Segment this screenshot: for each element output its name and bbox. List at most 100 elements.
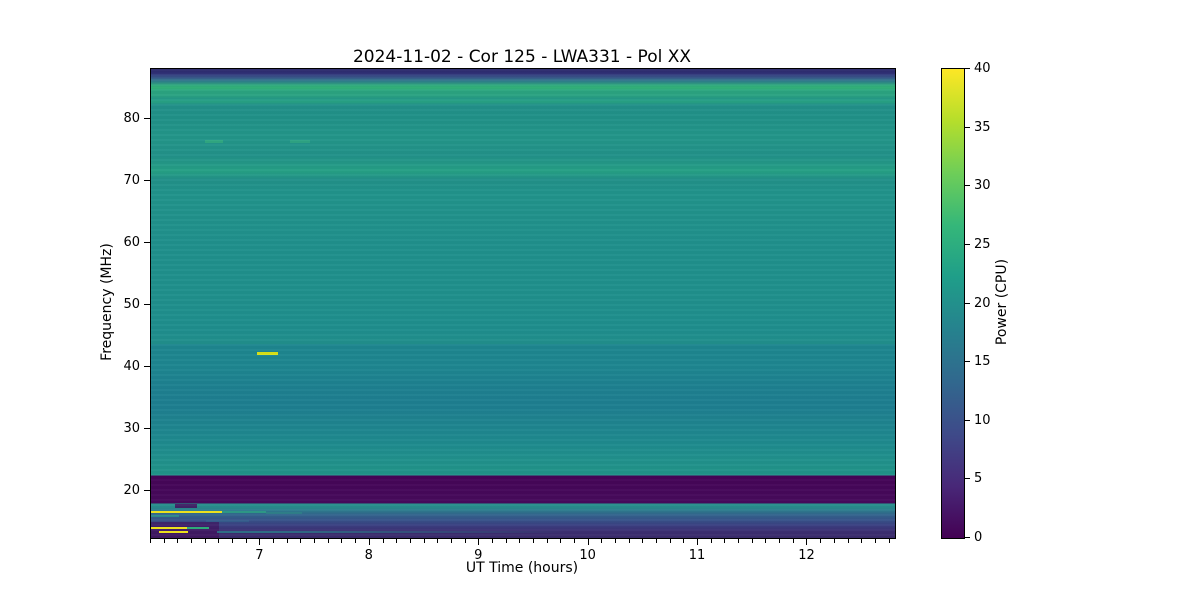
colorbar-tick	[965, 478, 970, 480]
teal-ext-16.6mhz	[222, 511, 266, 514]
x-axis-minor-tick	[792, 539, 794, 543]
colorbar-tick-label: 35	[974, 119, 991, 135]
x-axis-minor-tick	[163, 539, 165, 543]
rfi-yellow-13.5mhz	[158, 531, 189, 534]
teal-line-13.4mhz	[216, 531, 567, 534]
colorbar-tick	[965, 185, 970, 187]
x-axis-minor-tick	[560, 539, 562, 543]
x-axis-minor-tick	[437, 539, 439, 543]
green-ext-14.2mhz	[187, 526, 209, 529]
gap-dark-17.6mhz	[175, 504, 197, 509]
y-axis-tick	[144, 428, 150, 430]
x-axis-minor-tick	[491, 539, 493, 543]
rfi-yellow-16.6mhz	[151, 511, 223, 514]
x-axis-tick	[697, 539, 699, 545]
x-axis-minor-tick	[751, 539, 753, 543]
x-axis-minor-tick	[505, 539, 507, 543]
x-axis-minor-tick	[601, 539, 603, 543]
x-axis-minor-tick	[204, 539, 206, 543]
heatmap-plot-area	[150, 68, 896, 539]
x-axis-minor-tick	[861, 539, 863, 543]
teal-faint-16.6mhz	[265, 511, 302, 514]
x-axis-minor-tick	[710, 539, 712, 543]
x-axis-minor-tick	[396, 539, 398, 543]
colorbar-tick-label: 20	[974, 295, 991, 311]
x-axis-minor-tick	[382, 539, 384, 543]
colorbar	[941, 68, 965, 539]
y-axis-tick-label: 70	[123, 172, 140, 188]
x-axis-minor-tick	[874, 539, 876, 543]
x-axis-tick	[478, 539, 480, 545]
x-axis-minor-tick	[779, 539, 781, 543]
y-axis-tick	[144, 179, 150, 181]
x-axis-minor-tick	[286, 539, 288, 543]
x-axis-minor-tick	[656, 539, 658, 543]
x-axis-minor-tick	[177, 539, 179, 543]
x-axis-minor-tick	[300, 539, 302, 543]
heatmap-base-gradient	[151, 69, 895, 538]
blue-dash-15mhz	[205, 519, 250, 522]
x-axis-minor-tick	[150, 539, 151, 543]
plot-title: 2024-11-02 - Cor 125 - LWA331 - Pol XX	[352, 47, 692, 67]
colorbar-tick	[965, 68, 970, 69]
y-axis-tick	[144, 490, 150, 492]
dark-band-bottom-left	[151, 522, 219, 538]
x-axis-tick	[806, 539, 808, 545]
x-axis-minor-tick	[273, 539, 275, 543]
x-axis-minor-tick	[724, 539, 726, 543]
x-axis-minor-tick	[765, 539, 767, 543]
x-axis-minor-tick	[409, 539, 411, 543]
x-axis-tick-label: 10	[579, 548, 596, 563]
y-axis-tick-label: 60	[123, 234, 140, 250]
y-axis-tick-label: 80	[123, 110, 140, 126]
x-axis-minor-tick	[314, 539, 316, 543]
x-axis-minor-tick	[833, 539, 835, 543]
x-axis-minor-tick	[341, 539, 343, 543]
x-axis-tick-label: 7	[255, 548, 264, 563]
x-axis-minor-tick	[738, 539, 740, 543]
colorbar-tick	[965, 419, 970, 421]
x-axis-minor-tick	[669, 539, 671, 543]
y-axis-tick-label: 50	[123, 297, 140, 313]
x-axis-minor-tick	[628, 539, 630, 543]
y-axis-tick	[144, 241, 150, 243]
y-axis-tick	[144, 366, 150, 368]
colorbar-label: Power (CPU)	[994, 258, 1010, 346]
x-axis-minor-tick	[888, 539, 890, 543]
colorbar-tick	[965, 361, 970, 363]
x-axis-minor-tick	[820, 539, 822, 543]
colorbar-tick-label: 10	[974, 412, 991, 428]
x-axis-minor-tick	[642, 539, 644, 543]
x-axis-minor-tick	[615, 539, 616, 543]
colorbar-tick	[965, 243, 970, 245]
x-axis-minor-tick	[232, 539, 234, 543]
x-axis-tick-label: 11	[688, 548, 706, 563]
x-axis-minor-tick	[327, 539, 329, 543]
x-axis-tick-label: 9	[474, 548, 483, 563]
x-axis-minor-tick	[847, 539, 849, 543]
x-axis-tick	[587, 539, 589, 545]
y-axis-label: Frequency (MHz)	[99, 243, 115, 361]
y-axis-tick-label: 30	[123, 421, 140, 437]
y-axis-tick	[144, 117, 150, 119]
x-axis-tick	[368, 539, 370, 545]
y-axis-tick	[144, 304, 150, 306]
faint-dash-76mhz-a	[204, 140, 224, 143]
x-axis-minor-tick	[423, 539, 425, 543]
colorbar-tick-label: 40	[974, 61, 991, 76]
x-axis-minor-tick	[245, 539, 247, 543]
x-axis-tick-label: 8	[364, 548, 373, 563]
rfi-yellow-14.2mhz	[151, 526, 188, 529]
colorbar-tick	[965, 302, 970, 304]
colorbar-tick	[965, 126, 970, 128]
x-axis-tick	[259, 539, 261, 545]
x-axis-minor-tick	[573, 539, 575, 543]
x-axis-tick-label: 12	[798, 548, 815, 563]
y-axis-tick-label: 20	[123, 483, 140, 499]
y-axis-tick-label: 40	[123, 359, 140, 375]
colorbar-tick-label: 30	[974, 178, 991, 194]
x-axis-label: UT Time (hours)	[465, 560, 579, 576]
colorbar-tick-label: 0	[974, 530, 983, 545]
x-axis-minor-tick	[218, 539, 220, 543]
